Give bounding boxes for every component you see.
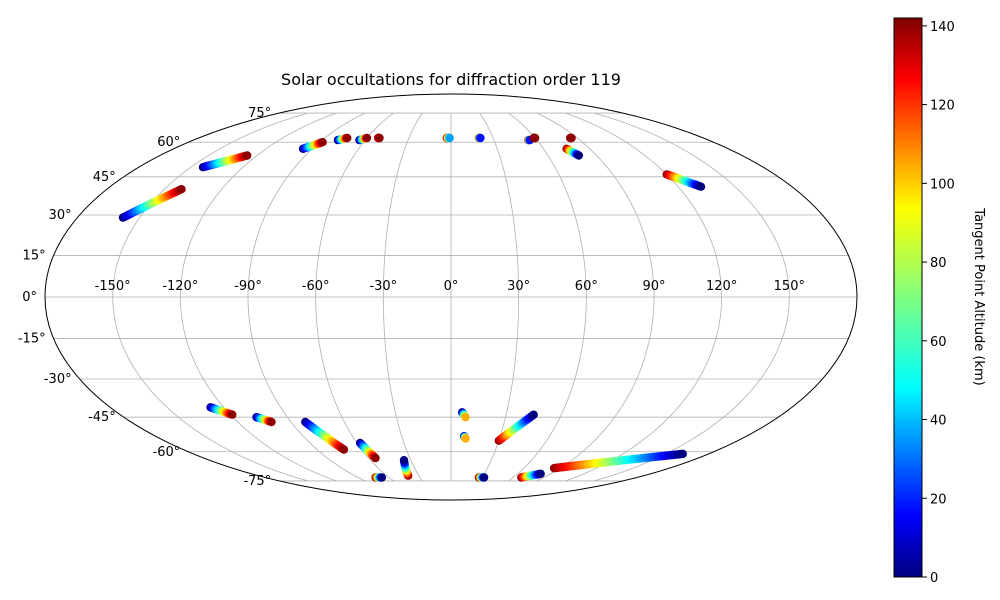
- latitude-tick-labels: 75° 60° 45° 30° 15° 0° -15° -30° -45° -60° -75°: [18, 106, 271, 489]
- occultation-point: [461, 413, 470, 422]
- occultation-track: [371, 473, 386, 482]
- latitude-tick-label: 15°: [23, 248, 46, 263]
- occultation-track: [662, 170, 706, 191]
- latitude-tick-label: 75°: [248, 106, 271, 121]
- occultation-point: [529, 410, 538, 419]
- occultation-point: [678, 449, 687, 459]
- colorbar: 0 20 40 60 80 100 120 140 Tangent Point Altitud…: [893, 17, 986, 586]
- occultation-track: [198, 151, 252, 172]
- occultation-point: [399, 456, 409, 465]
- colorbar-tick-label: 100: [930, 177, 955, 192]
- colorbar-tick-label: 60: [930, 335, 947, 350]
- occultation-point: [476, 133, 485, 143]
- occultation-point: [461, 434, 470, 443]
- map-boundary: [44, 93, 858, 501]
- chart-title: Solar occultations for diffraction order…: [281, 70, 621, 89]
- occultation-point: [318, 138, 327, 147]
- occultation-point: [343, 133, 352, 143]
- longitude-tick-label: -60°: [302, 279, 330, 294]
- latitude-tick-label: -45°: [88, 410, 116, 425]
- longitude-tick-label: -30°: [369, 279, 397, 294]
- occultation-track: [442, 133, 454, 143]
- latitude-tick-label: 45°: [93, 170, 116, 185]
- occultation-track: [206, 403, 237, 419]
- latitude-tick-label: -75°: [243, 474, 271, 489]
- occultation-point: [696, 182, 706, 191]
- occultation-point: [567, 133, 576, 143]
- occultation-point: [267, 417, 276, 427]
- occultation-track: [529, 133, 540, 143]
- occultation-track: [252, 413, 276, 427]
- occultation-track: [494, 410, 538, 445]
- colorbar-tick-label: 120: [930, 99, 955, 114]
- occultation-track: [566, 133, 576, 143]
- longitude-tick-label: -90°: [234, 279, 262, 294]
- occultation-track: [333, 133, 352, 145]
- occultation-point: [530, 133, 540, 143]
- colorbar-tick-label: 40: [930, 414, 947, 429]
- occultation-point: [362, 133, 372, 143]
- longitude-tick-label: 60°: [575, 279, 598, 294]
- latitude-tick-label: -30°: [44, 372, 72, 387]
- colorbar-ticks: 0 20 40 60 80 100 120 140: [922, 20, 955, 586]
- latitude-tick-label: -15°: [18, 332, 46, 347]
- occultation-point: [339, 445, 349, 454]
- occultation-track: [355, 133, 372, 145]
- occultation-point: [445, 133, 454, 143]
- latitude-tick-label: 30°: [49, 208, 72, 223]
- latitude-tick-label: -60°: [153, 445, 181, 460]
- occultation-point: [375, 133, 384, 143]
- occultation-point: [228, 410, 237, 419]
- occultation-point: [377, 473, 386, 482]
- longitude-tick-label: 30°: [507, 279, 530, 294]
- occultation-track: [474, 473, 489, 482]
- longitude-tick-label: 0°: [444, 279, 459, 294]
- occultation-track: [549, 449, 687, 473]
- occultation-point: [177, 185, 186, 194]
- occultation-track: [457, 408, 470, 422]
- latitude-tick-label: 0°: [22, 290, 37, 305]
- occultation-track: [298, 138, 327, 153]
- occultation-track: [474, 133, 485, 143]
- colorbar-tick-label: 80: [930, 256, 947, 271]
- occultation-track: [118, 185, 186, 222]
- graticule: [45, 112, 857, 482]
- occultation-point: [479, 473, 489, 482]
- occultation-track: [373, 133, 384, 143]
- longitude-tick-label: -120°: [162, 279, 198, 294]
- longitude-tick-label: 120°: [706, 279, 737, 294]
- colorbar-label: Tangent Point Altitude (km): [971, 207, 986, 385]
- longitude-tick-label: 90°: [642, 279, 665, 294]
- occultation-track: [517, 469, 545, 482]
- occultation-point: [536, 469, 545, 478]
- longitude-tick-labels: -150° -120° -90° -60° -30° 0° 30° 60° 90° 120° 150…: [95, 279, 805, 294]
- colorbar-tick-label: 140: [930, 20, 955, 35]
- longitude-tick-label: -150°: [95, 279, 131, 294]
- colorbar-tick-label: 20: [930, 492, 947, 507]
- colorbar-gradient: [893, 17, 923, 578]
- occultation-point: [371, 453, 380, 463]
- occultation-point: [574, 151, 583, 160]
- colorbar-tick-label: 0: [930, 571, 938, 586]
- occultation-points: [118, 133, 706, 482]
- occultation-track: [355, 438, 380, 463]
- occultation-track: [399, 456, 413, 480]
- occultation-track: [562, 144, 583, 160]
- latitude-tick-label: 60°: [157, 135, 180, 150]
- longitude-tick-label: 150°: [774, 279, 805, 294]
- occultation-track: [301, 417, 349, 454]
- occultation-track: [459, 432, 470, 443]
- occultation-point: [243, 151, 252, 160]
